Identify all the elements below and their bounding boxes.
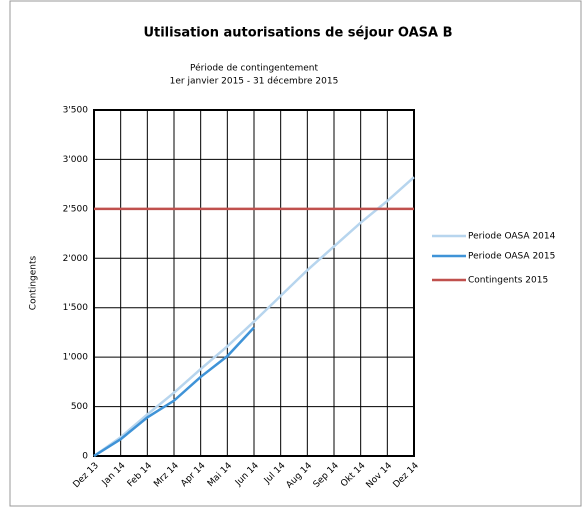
y-tick-label: 2'500 (63, 204, 89, 214)
y-tick-label: 3'000 (63, 155, 89, 165)
legend-label: Periode OASA 2014 (468, 232, 556, 242)
y-axis-label: Contingents (29, 255, 39, 310)
y-tick-label: 3'500 (63, 106, 89, 116)
legend-label: Contingents 2015 (468, 276, 548, 286)
y-tick-label: 500 (71, 402, 88, 412)
y-tick-label: 0 (82, 452, 88, 462)
y-tick-label: 1'500 (63, 303, 89, 313)
plot-border (93, 109, 415, 457)
y-tick-label: 1'000 (63, 353, 89, 363)
frame (9, 0, 582, 507)
subtitle: Période de contingentement (190, 63, 318, 74)
line-series (93, 326, 255, 458)
subtitle: 1er janvier 2015 - 31 décembre 2015 (170, 76, 339, 87)
chart-title: Utilisation autorisations de séjour OASA… (143, 26, 452, 41)
line-series (93, 176, 415, 458)
y-tick-label: 2'000 (63, 254, 89, 264)
legend-label: Periode OASA 2015 (468, 252, 555, 262)
